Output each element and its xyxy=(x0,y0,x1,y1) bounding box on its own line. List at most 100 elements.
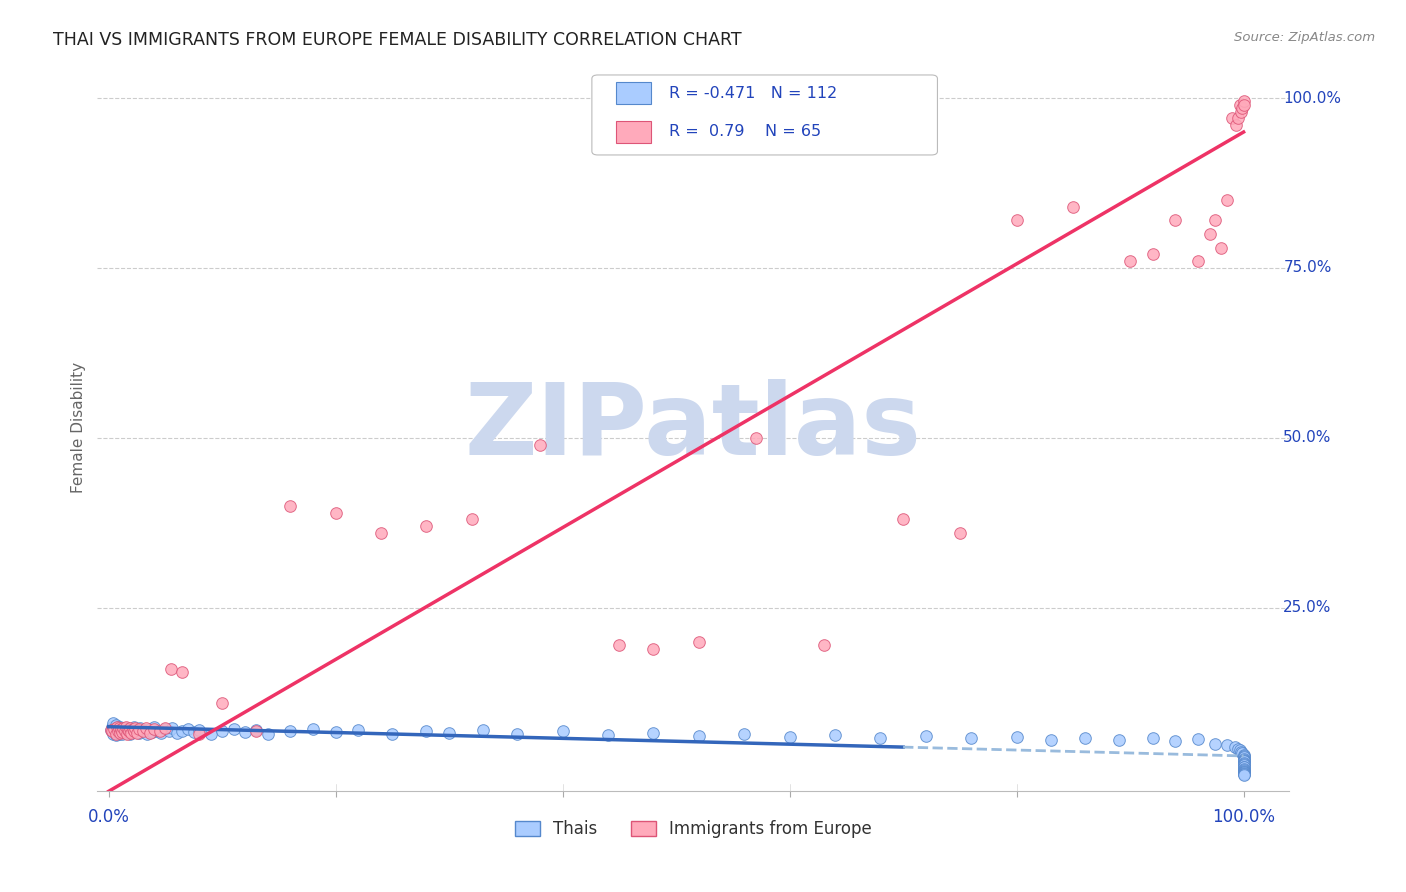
Point xyxy=(222,722,245,736)
Point xyxy=(115,726,138,740)
Point xyxy=(529,437,551,451)
Point xyxy=(551,724,574,739)
Point xyxy=(1215,193,1237,207)
Point xyxy=(1062,200,1084,214)
Point xyxy=(1230,745,1253,759)
Point xyxy=(1232,766,1254,780)
Point xyxy=(146,723,169,738)
Point xyxy=(1232,746,1254,760)
Point xyxy=(278,499,301,513)
Point xyxy=(100,723,122,738)
Point xyxy=(1232,755,1254,769)
Point xyxy=(688,634,710,648)
Point xyxy=(188,723,211,738)
Point xyxy=(120,726,142,740)
Point xyxy=(1223,740,1246,755)
Point xyxy=(112,721,135,735)
Point xyxy=(110,723,132,737)
Point xyxy=(347,723,370,738)
Point xyxy=(172,665,194,680)
Point xyxy=(120,726,142,740)
Point xyxy=(141,725,163,739)
Point xyxy=(138,722,160,736)
Point xyxy=(120,722,142,736)
Point xyxy=(107,720,129,734)
Point xyxy=(155,721,177,735)
Text: THAI VS IMMIGRANTS FROM EUROPE FEMALE DISABILITY CORRELATION CHART: THAI VS IMMIGRANTS FROM EUROPE FEMALE DI… xyxy=(53,31,742,49)
Point xyxy=(1232,753,1254,767)
Point xyxy=(325,725,347,739)
Point xyxy=(1198,227,1220,241)
Point xyxy=(166,726,188,740)
Point xyxy=(105,725,128,739)
Point xyxy=(1232,101,1254,115)
Point xyxy=(643,641,665,656)
Text: 75.0%: 75.0% xyxy=(1284,260,1331,276)
Point xyxy=(129,721,152,735)
Point xyxy=(1232,764,1254,778)
Point xyxy=(461,512,484,526)
Point xyxy=(1187,254,1209,268)
Point xyxy=(125,723,148,737)
Point xyxy=(1232,754,1254,768)
Point xyxy=(1142,731,1164,746)
Point xyxy=(100,723,122,738)
Point xyxy=(302,722,325,736)
Point xyxy=(111,725,134,739)
Point xyxy=(118,724,141,739)
Point xyxy=(122,720,145,734)
Point xyxy=(1232,747,1254,762)
Point xyxy=(278,724,301,739)
Text: Source: ZipAtlas.com: Source: ZipAtlas.com xyxy=(1234,31,1375,45)
Point xyxy=(110,722,132,736)
Text: 100.0%: 100.0% xyxy=(1212,808,1275,826)
Point xyxy=(1142,247,1164,261)
Point xyxy=(108,726,131,740)
Point xyxy=(103,722,125,736)
Point xyxy=(1232,767,1254,781)
Point xyxy=(114,723,136,737)
Point xyxy=(108,721,131,735)
Point xyxy=(108,723,131,737)
Point xyxy=(101,724,124,739)
Point xyxy=(101,720,124,734)
Point xyxy=(1108,733,1130,747)
Point xyxy=(1232,763,1254,777)
Y-axis label: Female Disability: Female Disability xyxy=(72,362,86,493)
Point xyxy=(1232,766,1254,780)
Point xyxy=(1232,757,1254,772)
Point xyxy=(1215,738,1237,752)
Point xyxy=(1232,98,1254,112)
Point xyxy=(744,431,766,445)
Point xyxy=(183,725,205,739)
Point xyxy=(1225,118,1247,132)
Point xyxy=(134,723,156,738)
Point xyxy=(107,723,129,738)
Point xyxy=(1204,737,1226,751)
Text: 50.0%: 50.0% xyxy=(1284,430,1331,445)
Point xyxy=(1232,764,1254,779)
Point xyxy=(122,724,145,739)
Point xyxy=(1204,213,1226,227)
Point xyxy=(110,724,132,739)
Point xyxy=(111,726,134,740)
Point xyxy=(1232,765,1254,780)
Point xyxy=(256,726,278,740)
Point xyxy=(117,724,139,739)
Point xyxy=(1005,730,1028,744)
Point xyxy=(125,726,148,740)
Point xyxy=(132,724,155,739)
Point xyxy=(124,723,146,738)
Text: 100.0%: 100.0% xyxy=(1284,91,1341,105)
Point xyxy=(104,728,127,742)
Point xyxy=(120,721,142,735)
Point xyxy=(370,526,392,541)
Point xyxy=(245,724,267,739)
Point xyxy=(1232,748,1254,763)
Point xyxy=(162,721,184,735)
Point xyxy=(1232,762,1254,776)
FancyBboxPatch shape xyxy=(616,120,651,143)
Point xyxy=(506,726,529,740)
Point xyxy=(869,731,891,746)
Point xyxy=(188,726,211,740)
